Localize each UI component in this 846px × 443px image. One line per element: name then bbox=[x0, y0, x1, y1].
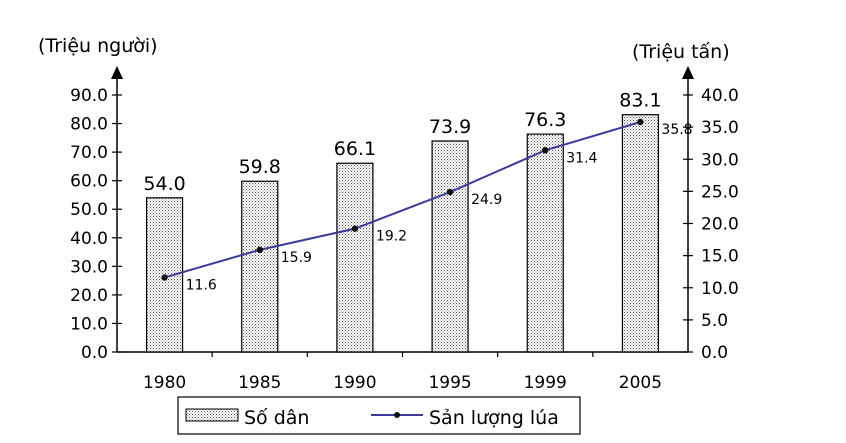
legend-swatch-population bbox=[185, 408, 239, 422]
rice-output-value-label: 11.6 bbox=[186, 277, 217, 293]
right-tick-label: 25.0 bbox=[701, 182, 739, 202]
axes: 0.0 10.0 20.0 30.0 40.0 50.0 60.0 70.0 80.0 90.0 0… bbox=[70, 66, 739, 393]
left-tick-label: 10.0 bbox=[70, 314, 108, 334]
rice-output-value-label: 19.2 bbox=[376, 229, 407, 245]
right-tick-label: 40.0 bbox=[701, 86, 739, 106]
x-tick-label: 1995 bbox=[428, 373, 471, 393]
rice-output-point bbox=[637, 118, 644, 126]
right-tick-label: 5.0 bbox=[701, 311, 728, 331]
x-tick-label: 1990 bbox=[333, 373, 376, 393]
population-value-label: 59.8 bbox=[239, 156, 281, 178]
rice-output-point bbox=[446, 188, 454, 196]
legend-label-population: Số dân bbox=[244, 407, 309, 429]
right-tick-label: 20.0 bbox=[701, 215, 739, 235]
population-bar bbox=[526, 133, 564, 353]
population-bar bbox=[621, 114, 660, 353]
left-tick-label: 40.0 bbox=[70, 229, 108, 249]
population-value-label: 54.0 bbox=[143, 173, 185, 195]
right-tick-label: 30.0 bbox=[701, 150, 739, 170]
population-value-label: 83.1 bbox=[619, 90, 661, 112]
population-value-label: 76.3 bbox=[524, 109, 566, 131]
rice-output-point bbox=[542, 147, 549, 154]
x-tick-label: 1980 bbox=[143, 373, 186, 393]
left-tick-label: 90.0 bbox=[70, 86, 108, 106]
rice-output-point bbox=[256, 246, 263, 254]
left-tick-label: 60.0 bbox=[70, 172, 108, 192]
x-tick-label: 2005 bbox=[619, 373, 662, 393]
right-tick-label: 10.0 bbox=[701, 279, 739, 299]
population-bar bbox=[431, 140, 469, 353]
right-axis-arrow bbox=[682, 66, 694, 79]
left-axis-unit: (Triệu người) bbox=[38, 35, 158, 57]
left-tick-label: 80.0 bbox=[70, 115, 108, 135]
population-value-label: 66.1 bbox=[334, 138, 376, 160]
population-value-label: 73.9 bbox=[429, 116, 471, 138]
rice-output-point bbox=[351, 225, 359, 232]
data-labels: 54.0 59.8 66.1 73.9 76.3 83.1 11.6 15.9 19.2 24.9… bbox=[143, 90, 692, 294]
rice-output-point bbox=[161, 274, 168, 281]
legend: Số dân Sản lượng lúa bbox=[177, 396, 581, 435]
right-axis-unit: (Triệu tấn) bbox=[632, 41, 730, 63]
right-tick-label: 15.0 bbox=[701, 247, 739, 267]
rice-output-line bbox=[161, 118, 644, 281]
x-tick-label: 1999 bbox=[524, 373, 567, 393]
rice-output-value-label: 24.9 bbox=[471, 192, 502, 208]
rice-output-series-line bbox=[164, 121, 641, 279]
population-bar bbox=[241, 180, 279, 353]
legend-label-rice: Sản lượng lúa bbox=[429, 407, 559, 429]
left-tick-label: 50.0 bbox=[70, 200, 108, 220]
right-tick-label: 35.0 bbox=[701, 118, 739, 138]
left-tick-label: 70.0 bbox=[70, 143, 108, 163]
population-bar bbox=[336, 162, 374, 353]
rice-output-value-label: 35.8 bbox=[661, 122, 692, 138]
right-tick-label: 0.0 bbox=[701, 343, 728, 363]
rice-output-value-label: 15.9 bbox=[281, 250, 312, 266]
left-tick-label: 0.0 bbox=[81, 343, 108, 363]
x-tick-label: 1985 bbox=[238, 373, 281, 393]
left-axis-arrow bbox=[111, 66, 123, 79]
left-tick-label: 30.0 bbox=[70, 257, 108, 277]
left-tick-label: 20.0 bbox=[70, 286, 108, 306]
bars bbox=[145, 114, 660, 353]
rice-output-value-label: 31.4 bbox=[566, 150, 597, 166]
legend-swatch-rice-marker bbox=[394, 412, 400, 418]
